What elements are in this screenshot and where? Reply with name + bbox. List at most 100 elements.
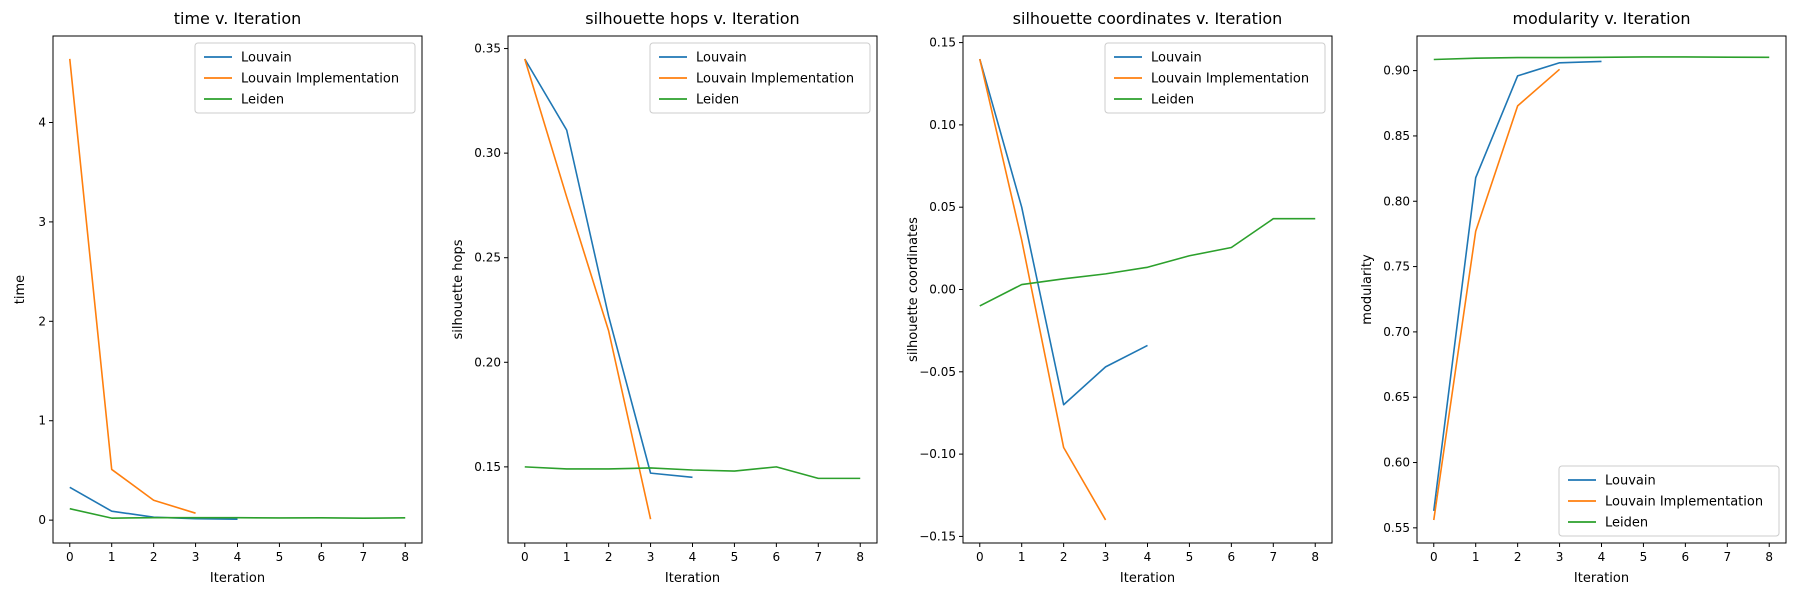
- legend-entry: Leiden: [696, 93, 739, 108]
- x-tick-label: 3: [1556, 550, 1564, 564]
- y-tick-label: 0.70: [1383, 325, 1410, 339]
- x-axis-label: Iteration: [1120, 571, 1175, 586]
- y-axis-label: time: [13, 275, 28, 304]
- chart-panel-modularity: modularity v. Iteration 0 1 2 3 4 5 6 7 8 0.55 0.60…: [1360, 9, 1787, 586]
- y-tick-label: 0.25: [474, 251, 501, 265]
- y-tick-label: 0.00: [929, 283, 956, 297]
- x-tick-label: 4: [234, 550, 242, 564]
- y-tick-label: 0.10: [929, 118, 956, 132]
- legend-entry: Louvain Implementation: [241, 72, 399, 87]
- series-line-leiden: [69, 507, 406, 519]
- x-tick-label: 2: [1060, 550, 1068, 564]
- legend-entry: Louvain: [696, 51, 747, 66]
- x-tick-label: 7: [1269, 550, 1277, 564]
- x-tick-label: 2: [605, 550, 613, 564]
- legend-entry: Leiden: [1605, 516, 1648, 531]
- x-tick-label: 8: [401, 550, 409, 564]
- x-tick-label: 3: [1102, 550, 1110, 564]
- legend-entry: Louvain: [1605, 474, 1656, 489]
- series-line-louvain: [1432, 60, 1602, 511]
- y-tick-label: 0.90: [1383, 64, 1410, 78]
- y-tick-label: 0.35: [474, 42, 501, 56]
- x-tick-label: 2: [150, 550, 158, 564]
- legend-entry: Louvain Implementation: [1605, 495, 1763, 510]
- legend: Louvain Louvain Implementation Leiden: [1104, 42, 1326, 114]
- x-tick-label: 5: [276, 550, 284, 564]
- legend-entry: Louvain Implementation: [696, 72, 854, 87]
- x-tick-label: 6: [1682, 550, 1690, 564]
- legend-entry: Louvain: [241, 51, 292, 66]
- y-axis-label: silhouette coordinates: [906, 217, 921, 362]
- y-tick-label: 0.55: [1383, 521, 1410, 535]
- y-axis-label: modularity: [1360, 254, 1375, 325]
- y-tick-label: 0.85: [1383, 129, 1410, 143]
- y-tick-label: 0.15: [474, 460, 501, 474]
- x-tick-label: 6: [773, 550, 781, 564]
- y-tick-label: 0.30: [474, 146, 501, 160]
- legend-entry: Leiden: [241, 93, 284, 108]
- x-tick-label: 1: [108, 550, 116, 564]
- y-tick-label: 1: [38, 414, 46, 428]
- x-tick-label: 7: [359, 550, 367, 564]
- x-tick-label: 4: [1598, 550, 1606, 564]
- x-tick-label: 7: [814, 550, 822, 564]
- x-tick-label: 1: [1472, 550, 1480, 564]
- legend-box: [194, 42, 416, 114]
- chart-panel-silhouette-hops: silhouette hops v. Iteration 0 1 2 3 4 5 6 7 8 0.1…: [451, 9, 878, 586]
- y-tick-label: −0.15: [919, 529, 956, 543]
- y-tick-label: 0.20: [474, 355, 501, 369]
- y-tick-label: 0.60: [1383, 456, 1410, 470]
- y-tick-label: 0.80: [1383, 194, 1410, 208]
- x-tick-label: 1: [563, 550, 571, 564]
- x-tick-label: 6: [1228, 550, 1236, 564]
- series-line-louvain-implementation: [1432, 68, 1561, 521]
- series-line-leiden: [524, 466, 861, 480]
- y-tick-label: 2: [38, 314, 46, 328]
- x-tick-label: 3: [647, 550, 655, 564]
- legend-box: [1558, 465, 1780, 537]
- x-tick-label: 6: [318, 550, 326, 564]
- x-tick-label: 5: [731, 550, 739, 564]
- legend-box: [1104, 42, 1326, 114]
- x-tick-label: 0: [521, 550, 529, 564]
- chart-panel-silhouette-coordinates: silhouette coordinates v. Iteration 0 1 2 3 4…: [906, 9, 1333, 586]
- y-tick-label: 0.65: [1383, 390, 1410, 404]
- legend: Louvain Louvain Implementation Leiden: [649, 42, 871, 114]
- chart-title: time v. Iteration: [174, 9, 302, 28]
- chart-title: silhouette coordinates v. Iteration: [1013, 9, 1283, 28]
- series-line-leiden: [1433, 56, 1770, 61]
- x-tick-label: 3: [192, 550, 200, 564]
- x-tick-label: 5: [1186, 550, 1194, 564]
- x-tick-label: 5: [1640, 550, 1648, 564]
- legend-entry: Leiden: [1151, 93, 1194, 108]
- y-tick-label: 0.75: [1383, 260, 1410, 274]
- x-tick-label: 0: [66, 550, 74, 564]
- x-tick-label: 4: [689, 550, 697, 564]
- chart-title: modularity v. Iteration: [1512, 9, 1690, 28]
- y-axis-label: silhouette hops: [451, 239, 466, 339]
- x-tick-label: 0: [976, 550, 984, 564]
- y-tick-label: −0.10: [919, 447, 956, 461]
- x-tick-label: 8: [1311, 550, 1319, 564]
- series-line-louvain-implementation: [68, 58, 196, 514]
- legend-entry: Louvain Implementation: [1151, 72, 1309, 87]
- series-line-louvain-implementation: [978, 58, 1107, 521]
- x-tick-label: 2: [1514, 550, 1522, 564]
- y-tick-label: 0: [38, 513, 46, 527]
- x-tick-label: 8: [1765, 550, 1773, 564]
- legend: Louvain Louvain Implementation Leiden: [1558, 465, 1780, 537]
- series-line-leiden: [979, 217, 1316, 307]
- y-tick-label: 0.15: [929, 36, 956, 50]
- chart-panel-time: time v. Iteration 0 1 2 3 4 5 6 7 8 0 1 2 3 4 Iteration…: [13, 9, 423, 586]
- y-tick-label: −0.05: [919, 365, 956, 379]
- x-tick-label: 1: [1018, 550, 1026, 564]
- legend-entry: Louvain: [1151, 51, 1202, 66]
- y-tick-label: 3: [38, 215, 46, 229]
- chart-title: silhouette hops v. Iteration: [585, 9, 799, 28]
- series-line-louvain-implementation: [524, 58, 652, 520]
- x-tick-label: 8: [856, 550, 864, 564]
- y-tick-label: 4: [38, 115, 46, 129]
- x-axis-label: Iteration: [1574, 571, 1629, 586]
- x-tick-label: 7: [1723, 550, 1731, 564]
